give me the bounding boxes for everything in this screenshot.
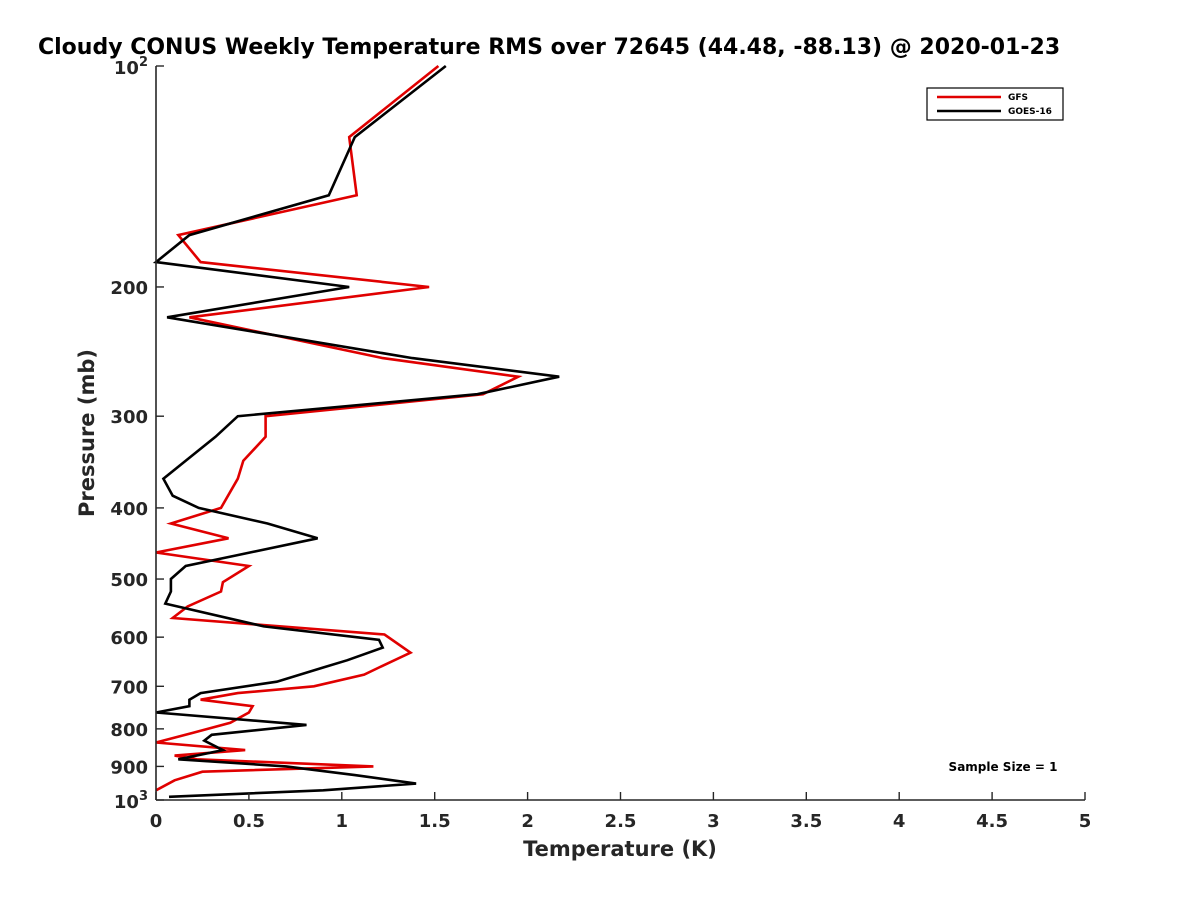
x-tick-label: 4 bbox=[893, 811, 906, 832]
sample-size-annotation: Sample Size = 1 bbox=[949, 760, 1058, 774]
legend-box bbox=[926, 87, 1064, 121]
y-tick-label: 102 bbox=[114, 55, 148, 79]
x-tick-label: 2 bbox=[521, 811, 534, 832]
y-tick-label: 300 bbox=[110, 407, 148, 428]
x-tick-label: 0 bbox=[150, 811, 163, 832]
x-tick-label: 3.5 bbox=[790, 811, 822, 832]
y-tick-label: 400 bbox=[110, 499, 148, 520]
y-tick-label: 800 bbox=[110, 720, 148, 741]
x-tick-label: 4.5 bbox=[976, 811, 1008, 832]
x-tick-label: 3 bbox=[707, 811, 720, 832]
x-tick-label: 1.5 bbox=[419, 811, 451, 832]
x-tick-label: 0.5 bbox=[233, 811, 265, 832]
series-line-goes-16 bbox=[152, 64, 560, 799]
y-tick-label: 700 bbox=[110, 677, 148, 698]
legend: GFS GOES-16 bbox=[926, 87, 1064, 121]
x-tick-label: 1 bbox=[336, 811, 349, 832]
y-axis-label: Pressure (mb) bbox=[75, 349, 99, 517]
x-axis-label: Temperature (K) bbox=[523, 837, 717, 861]
y-tick-label: 600 bbox=[110, 628, 148, 649]
x-tick-label: 5 bbox=[1079, 811, 1092, 832]
y-tick-label: 200 bbox=[110, 278, 148, 299]
x-tick-label: 2.5 bbox=[605, 811, 637, 832]
series-layer bbox=[152, 64, 560, 799]
legend-label-gfs: GFS bbox=[1008, 93, 1028, 103]
y-tick-label: 103 bbox=[114, 789, 148, 813]
y-tick-label: 900 bbox=[110, 757, 148, 778]
legend-label-goes-16: GOES-16 bbox=[1008, 107, 1052, 117]
series-line-gfs bbox=[155, 64, 523, 792]
y-tick-label: 500 bbox=[110, 570, 148, 591]
axes-layer: 0 0.5 1 1.5 2 2.5 3 3.5 4 4.5 5 102 200 300 400 500 600 7… bbox=[110, 55, 1091, 832]
chart-title: Cloudy CONUS Weekly Temperature RMS over… bbox=[38, 35, 1060, 60]
